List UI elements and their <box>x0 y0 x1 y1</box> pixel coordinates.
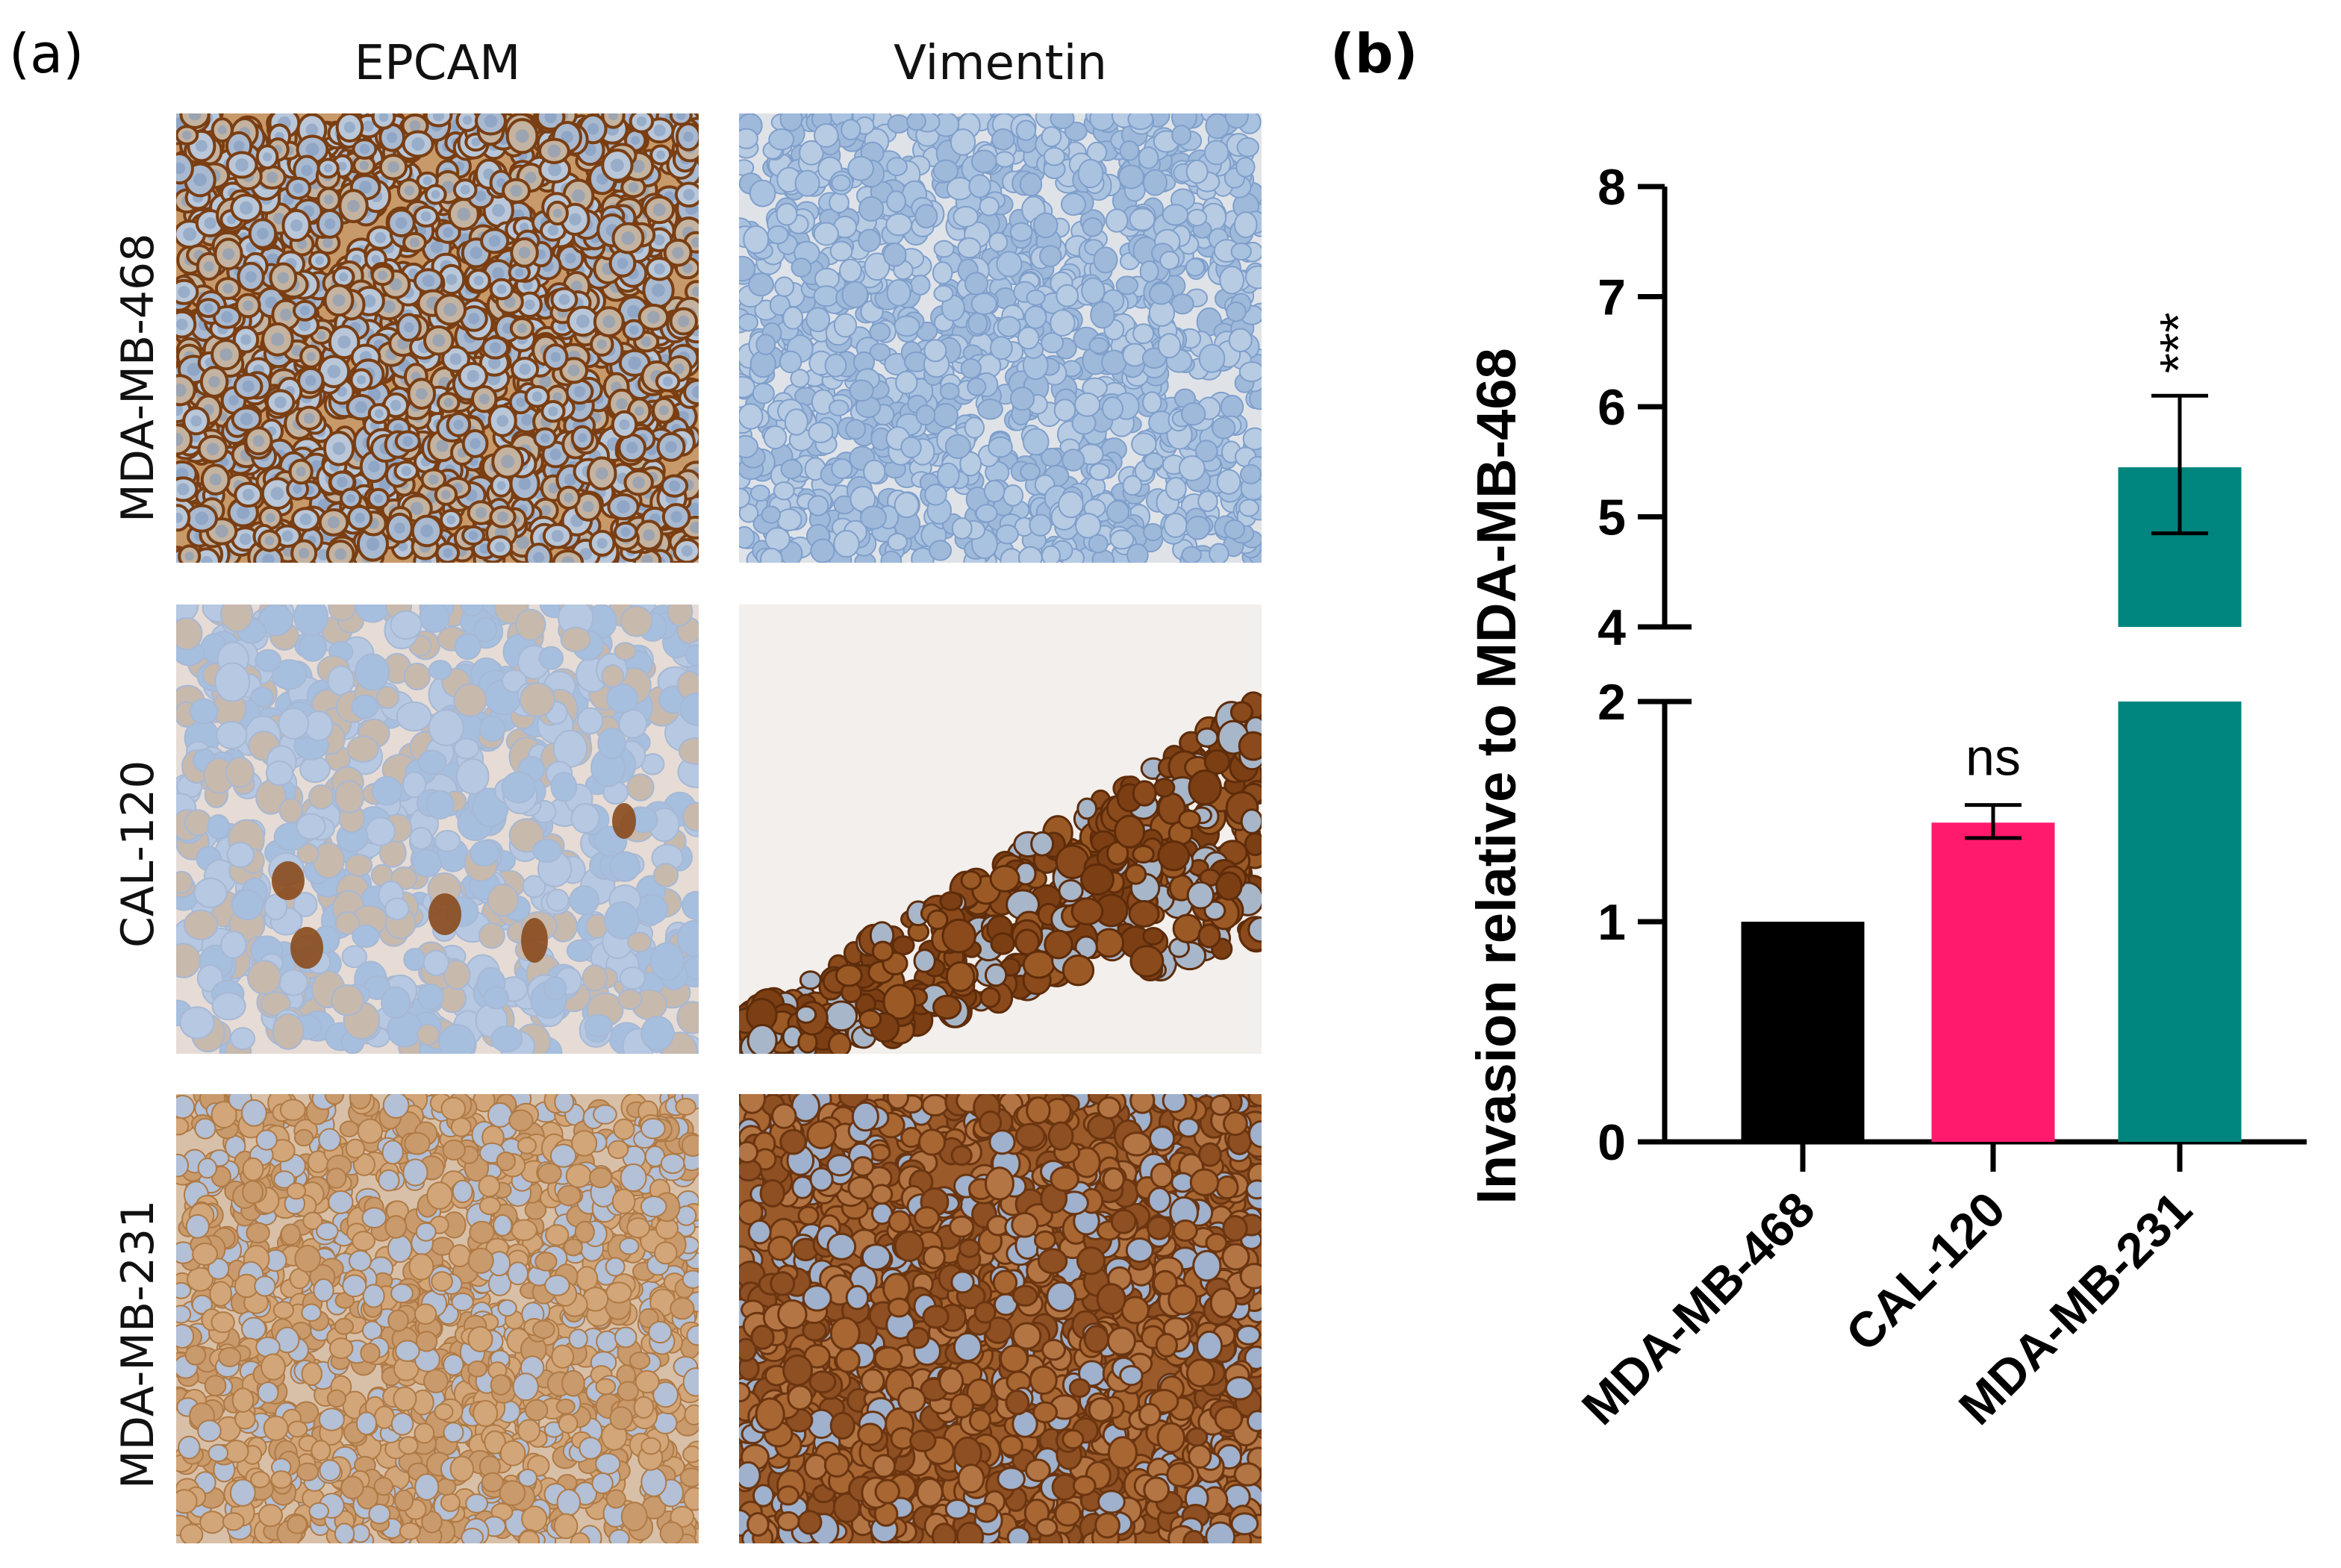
row-label-mda-mb-468: MDA-MB-468 <box>112 233 164 522</box>
y-tick-label: 0 <box>1597 1114 1626 1171</box>
y-tick-label: 7 <box>1597 269 1626 326</box>
micrograph-cal-120-epcam <box>176 605 699 1054</box>
y-axis-label: Invasion relative to MDA-MB-468 <box>1465 348 1527 1204</box>
invasion-bar-chart: Invasion relative to MDA-MB-468 0 1 2 4 5 6 7 8… <box>1465 159 2307 1435</box>
row-label-cal-120: CAL-120 <box>112 760 164 948</box>
micrograph-cal-120-vimentin <box>739 605 1262 1054</box>
y-tick-label: 4 <box>1597 599 1626 656</box>
x-tick-label: CAL-120 <box>1835 1181 2016 1362</box>
micrograph-mda-mb-468-vimentin <box>739 113 1262 563</box>
panel-a-label: (a) <box>9 22 84 85</box>
panel-b-label: (b) <box>1330 22 1418 85</box>
micrograph-mda-mb-231-epcam <box>176 1094 699 1543</box>
significance-label: ns <box>1966 728 2021 787</box>
y-tick-label: 8 <box>1597 159 1626 216</box>
significance-label: *** <box>2149 313 2207 374</box>
y-tick-label: 2 <box>1597 674 1626 731</box>
micrograph-mda-mb-231-vimentin <box>739 1094 1262 1543</box>
y-tick-label: 5 <box>1597 490 1626 546</box>
column-header-vimentin: Vimentin <box>894 36 1107 91</box>
x-tick-label: MDA-MB-468 <box>1571 1181 1825 1435</box>
micrograph-mda-mb-468-epcam <box>176 113 699 563</box>
bar-cal-120 <box>1931 822 2055 1142</box>
column-header-epcam: EPCAM <box>354 36 521 91</box>
y-tick-label: 6 <box>1597 379 1626 436</box>
row-label-mda-mb-231: MDA-MB-231 <box>112 1199 164 1489</box>
bar-mda-mb-231-lower <box>2118 702 2242 1142</box>
bar-mda-mb-468 <box>1741 922 1865 1142</box>
y-tick-label: 1 <box>1597 894 1626 951</box>
